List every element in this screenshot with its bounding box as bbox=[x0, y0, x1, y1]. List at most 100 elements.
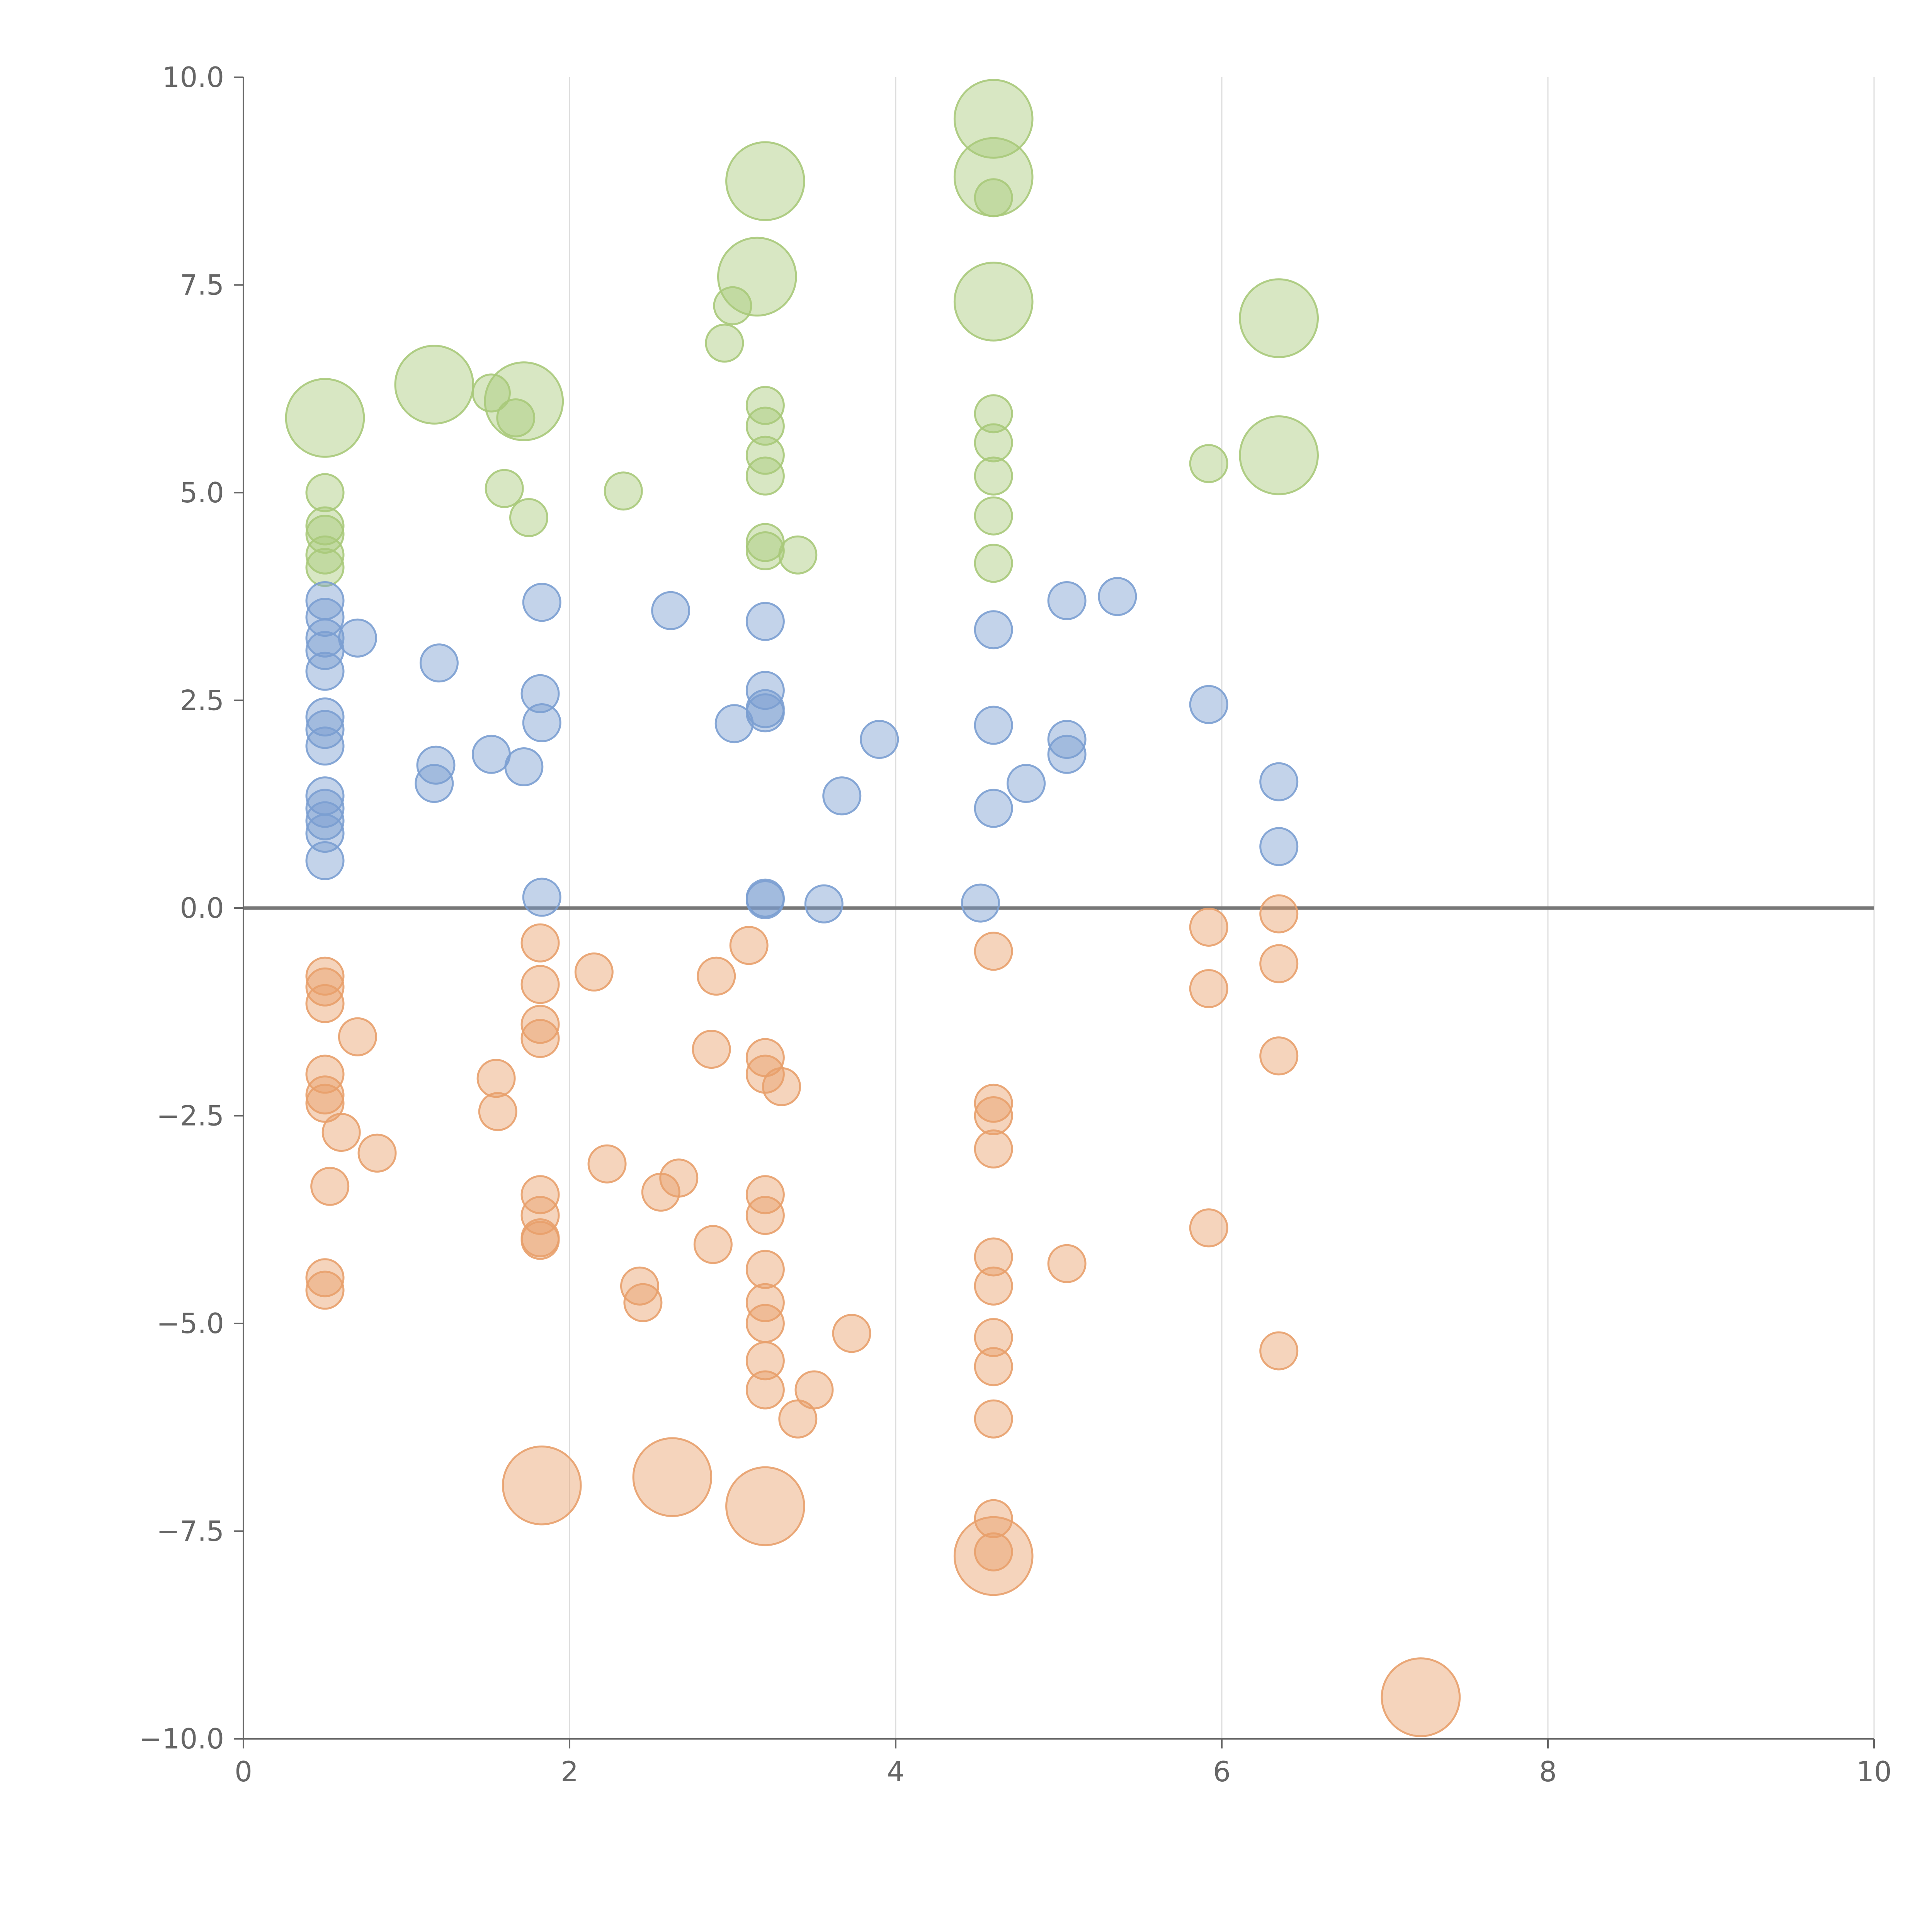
orange-bubble bbox=[520, 1175, 560, 1214]
orange-bubble bbox=[974, 1499, 1013, 1538]
orange-bubble bbox=[520, 923, 560, 963]
green-bubble bbox=[1239, 415, 1319, 495]
blue-bubble bbox=[305, 841, 345, 880]
orange-bubble bbox=[620, 1266, 659, 1306]
y-tick-label: 2.5 bbox=[180, 684, 224, 717]
x-tick-label: 8 bbox=[1539, 1755, 1557, 1788]
orange-bubble bbox=[729, 926, 769, 965]
orange-bubble bbox=[1259, 1331, 1299, 1371]
orange-bubble bbox=[953, 1516, 1034, 1596]
orange-bubble bbox=[305, 1054, 345, 1094]
green-bubble bbox=[713, 286, 752, 325]
green-bubble bbox=[953, 79, 1034, 159]
orange-bubble bbox=[745, 1370, 785, 1410]
y-tick-label: −2.5 bbox=[156, 1100, 224, 1132]
green-bubble bbox=[305, 535, 345, 575]
blue-bubble bbox=[1007, 764, 1046, 803]
blue-bubble bbox=[1098, 577, 1137, 616]
blue-bubble bbox=[305, 598, 345, 637]
orange-bubble bbox=[305, 1258, 345, 1298]
blue-bubble bbox=[305, 814, 345, 853]
green-bubble bbox=[705, 323, 744, 363]
green-bubble bbox=[305, 473, 345, 512]
blue-bubble bbox=[305, 697, 345, 736]
orange-bubble bbox=[478, 1092, 517, 1131]
green-bubble bbox=[974, 178, 1013, 218]
orange-bubble bbox=[745, 1304, 785, 1343]
orange-bubble bbox=[974, 1237, 1013, 1277]
orange-bubble bbox=[321, 1113, 361, 1152]
orange-bubble bbox=[520, 965, 560, 1004]
x-tick-label: 10 bbox=[1856, 1755, 1892, 1788]
orange-bubble bbox=[974, 1129, 1013, 1168]
green-bubble bbox=[1189, 444, 1228, 483]
orange-bubble bbox=[520, 1019, 560, 1058]
blue-bubble bbox=[1047, 581, 1087, 620]
blue-bubble bbox=[1047, 720, 1087, 759]
orange-bubble bbox=[692, 1030, 731, 1069]
x-tick-label: 2 bbox=[561, 1755, 578, 1788]
green-bubble bbox=[974, 496, 1013, 536]
orange-bubble bbox=[587, 1144, 627, 1184]
orange-bubble bbox=[1189, 907, 1228, 947]
axes: 0 2 4 6 8 10 10.0 7.5 5.0 2.5 0.0 −2.5 −5.0 −7.5 −10.0 bbox=[139, 61, 1891, 1788]
orange-bubble bbox=[725, 1466, 805, 1546]
bubbles bbox=[285, 79, 1461, 1737]
green-bubble bbox=[717, 236, 797, 317]
orange-bubble bbox=[745, 1250, 785, 1289]
orange-bubble bbox=[697, 956, 736, 996]
green-bubble bbox=[974, 456, 1013, 496]
orange-bubble bbox=[623, 1283, 663, 1322]
green-bubble bbox=[485, 469, 524, 508]
green-bubble bbox=[974, 544, 1013, 583]
blue-bubble bbox=[522, 878, 561, 917]
green-bubble bbox=[305, 506, 345, 546]
blue-bubble bbox=[504, 747, 544, 786]
orange-bubble bbox=[1259, 894, 1299, 934]
green-bubble bbox=[496, 398, 536, 437]
orange-bubble bbox=[1381, 1657, 1461, 1737]
orange-bubble bbox=[974, 1532, 1013, 1571]
orange-bubble bbox=[745, 1175, 785, 1214]
y-tick-label: −5.0 bbox=[156, 1307, 224, 1340]
x-tick-label: 4 bbox=[887, 1755, 905, 1788]
blue-bubble bbox=[860, 720, 899, 759]
green-bubble bbox=[305, 548, 345, 587]
x-tick-label: 6 bbox=[1213, 1755, 1231, 1788]
green-bubble bbox=[745, 406, 785, 446]
orange-bubble bbox=[574, 952, 614, 992]
orange-bubble bbox=[974, 1083, 1013, 1123]
orange-bubble bbox=[1259, 944, 1299, 983]
blue-bubble bbox=[419, 643, 459, 683]
orange-bubble bbox=[974, 1266, 1013, 1306]
orange-bubble bbox=[1189, 969, 1228, 1009]
green-bubble bbox=[953, 262, 1034, 342]
y-tick-label: 5.0 bbox=[180, 476, 224, 509]
blue-bubble bbox=[974, 789, 1013, 828]
blue-bubble bbox=[745, 693, 785, 733]
orange-bubble bbox=[476, 1059, 516, 1098]
blue-bubble bbox=[1189, 685, 1228, 724]
blue-bubble bbox=[961, 883, 1000, 923]
orange-bubble bbox=[305, 984, 345, 1023]
orange-bubble bbox=[338, 1017, 377, 1056]
blue-bubble bbox=[974, 610, 1013, 650]
orange-bubble bbox=[305, 967, 345, 1007]
blue-bubble bbox=[974, 706, 1013, 745]
green-bubble bbox=[745, 531, 785, 570]
y-tick-label: −10.0 bbox=[139, 1723, 224, 1755]
green-bubble bbox=[974, 394, 1013, 434]
blue-bubble bbox=[522, 583, 561, 622]
blue-bubble bbox=[822, 776, 862, 816]
blue-bubble bbox=[305, 651, 345, 691]
orange-bubble bbox=[520, 1221, 560, 1260]
green-bubble bbox=[725, 141, 805, 221]
blue-bubble bbox=[471, 735, 511, 774]
orange-bubble bbox=[520, 1005, 560, 1044]
blue-bubble bbox=[1047, 735, 1087, 774]
green-bubble bbox=[745, 456, 785, 496]
orange-bubble bbox=[974, 932, 1013, 971]
orange-bubble bbox=[1047, 1244, 1087, 1283]
